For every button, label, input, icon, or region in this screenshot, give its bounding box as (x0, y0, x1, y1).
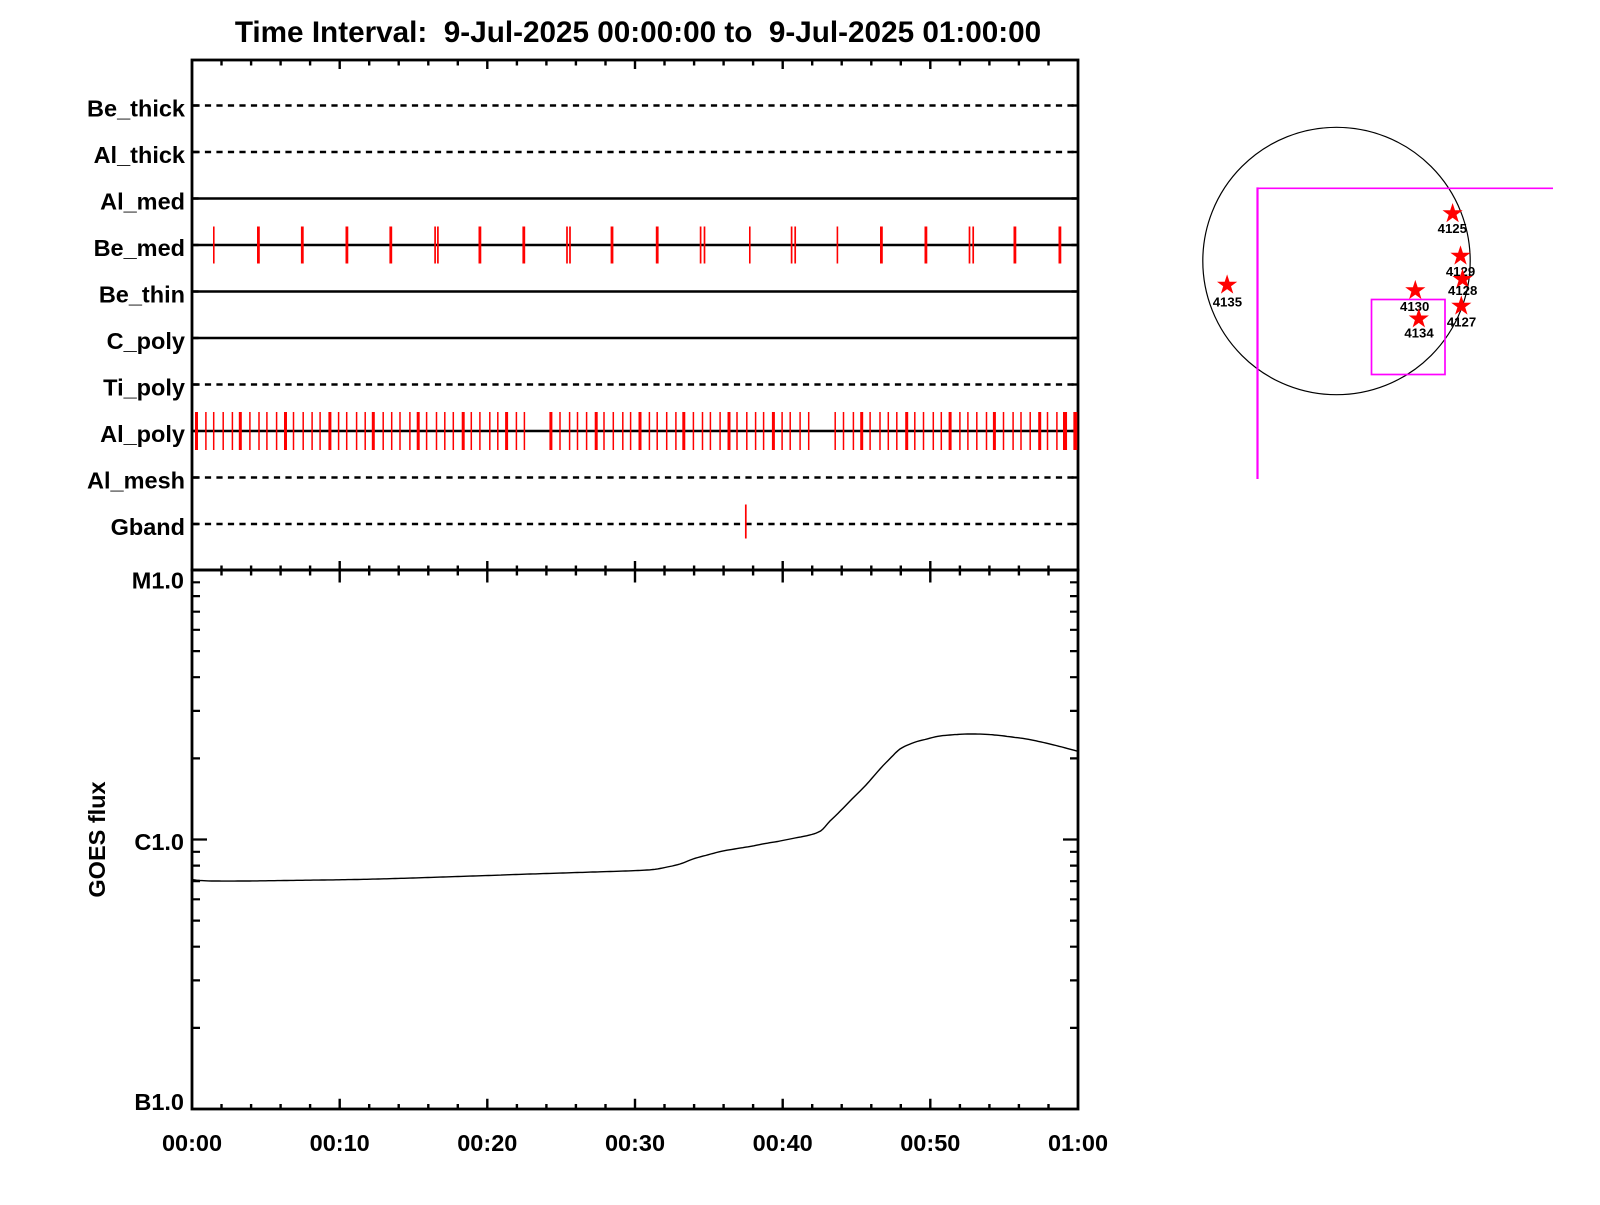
svg-text:00:40: 00:40 (753, 1130, 813, 1156)
svg-text:01:00: 01:00 (1048, 1130, 1108, 1156)
svg-text:00:20: 00:20 (457, 1130, 517, 1156)
svg-text:4125: 4125 (1438, 221, 1467, 236)
svg-text:Al_mesh: Al_mesh (87, 467, 185, 493)
svg-text:Be_med: Be_med (94, 235, 185, 261)
svg-text:Al_med: Al_med (100, 188, 185, 214)
svg-text:M1.0: M1.0 (132, 568, 184, 594)
svg-text:00:00: 00:00 (162, 1130, 222, 1156)
svg-text:B1.0: B1.0 (134, 1089, 184, 1115)
svg-text:Al_poly: Al_poly (100, 421, 185, 447)
svg-text:Al_thick: Al_thick (94, 142, 186, 168)
svg-text:00:30: 00:30 (605, 1130, 665, 1156)
svg-text:C1.0: C1.0 (134, 829, 184, 855)
svg-text:Time Interval: 9-Jul-2025 00:: Time Interval: 9-Jul-2025 00:00:00 to 9-… (235, 16, 1041, 49)
svg-text:4135: 4135 (1213, 295, 1242, 310)
svg-text:Ti_poly: Ti_poly (103, 374, 185, 400)
svg-text:GOES flux: GOES flux (84, 781, 110, 897)
svg-text:4128: 4128 (1448, 283, 1477, 298)
svg-text:4130: 4130 (1400, 299, 1429, 314)
svg-text:00:50: 00:50 (900, 1130, 960, 1156)
svg-text:00:10: 00:10 (310, 1130, 370, 1156)
svg-text:C_poly: C_poly (107, 328, 185, 354)
svg-text:4129: 4129 (1446, 264, 1475, 279)
svg-text:Be_thick: Be_thick (87, 95, 186, 121)
svg-text:4127: 4127 (1447, 315, 1476, 330)
svg-text:Be_thin: Be_thin (99, 281, 185, 307)
svg-text:4134: 4134 (1404, 326, 1434, 341)
svg-text:Gband: Gband (111, 514, 185, 540)
